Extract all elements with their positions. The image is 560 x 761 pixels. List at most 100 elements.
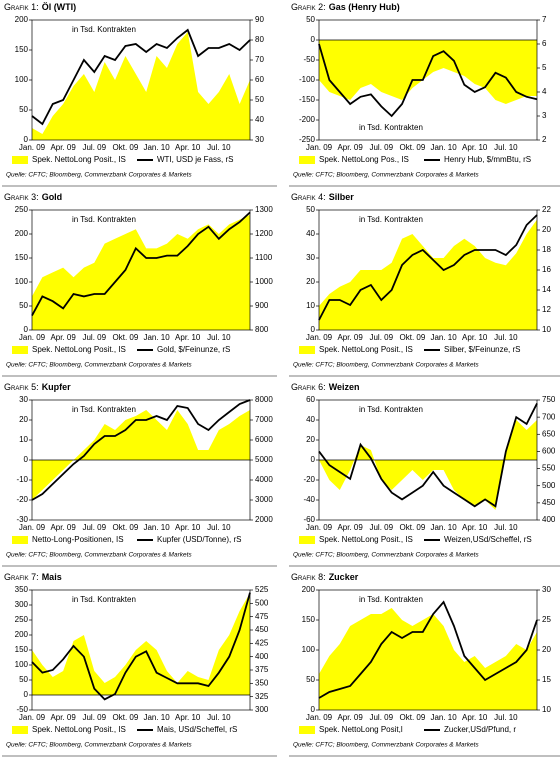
chart-label: Grafik 6: — [291, 382, 326, 392]
y2-tick-label: 3000 — [255, 495, 273, 504]
legend-label: Spek. NettoLong Posit., IS — [32, 155, 126, 164]
annotation: in Tsd. Kontrakten — [359, 123, 423, 132]
annotation: in Tsd. Kontrakten — [72, 405, 136, 414]
chart-panel: Grafik 5: Kupfer -30 -20 -10 0 10 20 30 2000 3000 4… — [2, 382, 277, 567]
y-tick-label: 250 — [15, 205, 29, 214]
x-tick-label: Okt. 09 — [113, 523, 139, 532]
x-tick-label: Jan. 09 — [306, 333, 333, 342]
annotation: in Tsd. Kontrakten — [72, 25, 136, 34]
legend-label: Spek. NettoLong Posit., IS — [32, 345, 126, 354]
y2-tick-label: 30 — [542, 585, 551, 594]
y2-tick-label: 4000 — [255, 475, 273, 484]
y2-tick-label: 8000 — [255, 395, 273, 404]
y-tick-label: 20 — [306, 435, 315, 444]
y2-tick-label: 375 — [255, 665, 269, 674]
chart-name: Kupfer — [42, 382, 71, 392]
legend-label: Weizen,USd/Scheffel, rS — [444, 535, 532, 544]
y2-tick-label: 6000 — [255, 435, 273, 444]
legend-swatch — [12, 346, 28, 354]
y-tick-label: -60 — [303, 515, 315, 524]
y-tick-label: 50 — [306, 205, 315, 214]
chart-label: Grafik 3: — [4, 192, 39, 202]
y2-tick-label: 25 — [542, 615, 551, 624]
source: Quelle: CFTC; Bloomberg, Commerzbank Cor… — [293, 362, 479, 369]
legend-swatch — [12, 156, 28, 164]
x-tick-label: Apr. 09 — [50, 143, 76, 152]
y2-tick-label: 30 — [255, 135, 264, 144]
y2-tick-label: 12 — [542, 305, 551, 314]
x-tick-label: Jan. 10 — [143, 333, 170, 342]
area — [32, 593, 250, 695]
y-tick-label: 10 — [306, 301, 315, 310]
y2-tick-label: 450 — [255, 625, 269, 634]
y2-tick-label: 4 — [542, 87, 547, 96]
x-tick-label: Apr. 10 — [462, 713, 488, 722]
x-tick-label: Okt. 09 — [113, 713, 139, 722]
legend-swatch — [299, 156, 315, 164]
y2-tick-label: 1200 — [255, 229, 273, 238]
legend-label: WTI, USD je Fass, rS — [157, 155, 233, 164]
x-tick-label: Jan. 10 — [143, 713, 170, 722]
legend-label: Zucker,USd/Pfund, r — [444, 725, 516, 734]
y2-tick-label: 70 — [255, 55, 264, 64]
legend-label: Kupfer (USD/Tonne), rS — [157, 535, 241, 544]
x-tick-label: Jul. 10 — [494, 713, 518, 722]
y2-tick-label: 1300 — [255, 205, 273, 214]
y-tick-label: -150 — [299, 95, 316, 104]
y-tick-label: 200 — [15, 15, 29, 24]
x-tick-label: Jan. 09 — [19, 713, 46, 722]
y2-tick-label: 600 — [542, 447, 556, 456]
x-tick-label: Apr. 09 — [337, 523, 363, 532]
chart-panel: Grafik 2: Gas (Henry Hub) -250 -200 -150 -100… — [289, 2, 560, 187]
y2-tick-label: 700 — [542, 412, 556, 421]
legend-swatch — [299, 726, 315, 734]
y-tick-label: 0 — [311, 455, 316, 464]
y-tick-label: 60 — [306, 395, 315, 404]
x-tick-label: Apr. 10 — [175, 333, 201, 342]
y2-tick-label: 3 — [542, 111, 547, 120]
legend-label: Silber, $/Feinunze, rS — [444, 345, 520, 354]
chart-label: Grafik 5: — [4, 382, 39, 392]
y-tick-label: 0 — [24, 690, 29, 699]
chart-name: Weizen — [329, 382, 360, 392]
y2-tick-label: 2000 — [255, 515, 273, 524]
chart-title: Grafik 8: Zucker — [291, 572, 359, 582]
x-tick-label: Apr. 10 — [462, 333, 488, 342]
x-tick-label: Apr. 10 — [462, 523, 488, 532]
y-tick-label: 0 — [24, 325, 29, 334]
x-tick-label: Apr. 09 — [337, 713, 363, 722]
legend-label: Netto-Long-Positionen, IS — [32, 535, 124, 544]
y-tick-label: 250 — [15, 615, 29, 624]
source: Quelle: CFTC; Bloomberg, Commerzbank Cor… — [6, 362, 192, 369]
x-tick-label: Okt. 09 — [400, 333, 426, 342]
plot-frame — [31, 209, 251, 331]
chart-title: Grafik 7: Mais — [4, 572, 62, 582]
x-tick-label: Jul. 10 — [207, 333, 231, 342]
x-tick-label: Jul. 09 — [82, 143, 106, 152]
x-tick-label: Okt. 09 — [400, 523, 426, 532]
y2-tick-label: 425 — [255, 638, 269, 647]
y-tick-label: 350 — [15, 585, 29, 594]
y-tick-label: 10 — [19, 435, 28, 444]
y2-tick-label: 20 — [542, 225, 551, 234]
y2-tick-label: 750 — [542, 395, 556, 404]
line — [31, 399, 251, 501]
legend-label: Spek. NettoLong Posit., IS — [32, 725, 126, 734]
x-tick-label: Apr. 10 — [175, 523, 201, 532]
chart-panel: Grafik 4: Silber 0 10 20 30 40 50 10 12 14 16 18 20 22… — [289, 192, 560, 377]
x-tick-label: Jan. 10 — [430, 713, 457, 722]
y2-tick-label: 15 — [542, 675, 551, 684]
y-tick-label: -20 — [16, 495, 28, 504]
y2-tick-label: 525 — [255, 585, 269, 594]
y2-tick-label: 60 — [255, 75, 264, 84]
y-tick-label: 100 — [15, 277, 29, 286]
chart-name: Zucker — [329, 572, 359, 582]
y-tick-label: -10 — [16, 475, 28, 484]
y2-tick-label: 300 — [255, 705, 269, 714]
y2-tick-label: 900 — [255, 301, 269, 310]
x-tick-label: Jan. 10 — [430, 333, 457, 342]
area — [32, 32, 250, 140]
y-tick-label: 30 — [19, 395, 28, 404]
line — [31, 592, 251, 701]
y-tick-label: 40 — [306, 229, 315, 238]
